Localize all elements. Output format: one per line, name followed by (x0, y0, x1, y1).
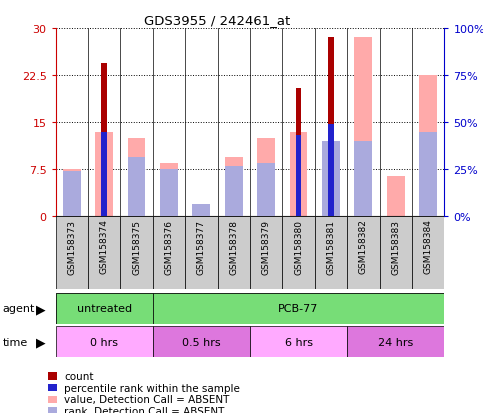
Text: GSM158381: GSM158381 (327, 219, 336, 274)
Text: time: time (2, 337, 28, 347)
Bar (419, 76, 437, 217)
Bar (347, 326, 444, 357)
Bar (217, 217, 250, 289)
Bar (412, 217, 444, 289)
Text: GSM158374: GSM158374 (99, 219, 109, 274)
Text: GSM158380: GSM158380 (294, 219, 303, 274)
Text: rank, Detection Call = ABSENT: rank, Detection Call = ABSENT (64, 406, 225, 413)
Bar (315, 217, 347, 289)
Bar (88, 217, 120, 289)
Bar (355, 142, 372, 217)
Bar (380, 217, 412, 289)
Bar (101, 132, 107, 217)
Text: 0.5 hrs: 0.5 hrs (182, 337, 221, 347)
Bar (128, 157, 145, 217)
Text: 6 hrs: 6 hrs (284, 337, 313, 347)
Text: PCB-77: PCB-77 (278, 304, 319, 314)
Bar (347, 217, 380, 289)
Bar (283, 217, 315, 289)
Text: GSM158384: GSM158384 (424, 219, 433, 274)
Text: value, Detection Call = ABSENT: value, Detection Call = ABSENT (64, 394, 229, 404)
Bar (63, 170, 81, 217)
Text: GSM158382: GSM158382 (359, 219, 368, 274)
Text: count: count (64, 371, 94, 381)
Text: 24 hrs: 24 hrs (378, 337, 413, 347)
Bar (56, 217, 88, 289)
Text: GSM158377: GSM158377 (197, 219, 206, 274)
Bar (95, 132, 113, 217)
Bar (192, 204, 210, 217)
Bar (120, 217, 153, 289)
Bar (56, 326, 153, 357)
Bar (153, 293, 444, 324)
Text: untreated: untreated (77, 304, 132, 314)
Bar (290, 132, 308, 217)
Bar (296, 135, 301, 217)
Bar (387, 176, 405, 217)
Bar (355, 38, 372, 217)
Bar (185, 217, 217, 289)
Bar (419, 132, 437, 217)
Text: percentile rank within the sample: percentile rank within the sample (64, 383, 240, 393)
Bar (250, 217, 283, 289)
Text: GSM158379: GSM158379 (262, 219, 270, 274)
Bar (322, 142, 340, 217)
Text: GSM158375: GSM158375 (132, 219, 141, 274)
Text: agent: agent (2, 304, 35, 314)
Text: GSM158378: GSM158378 (229, 219, 238, 274)
Bar (328, 125, 334, 217)
Bar (160, 164, 178, 217)
Text: GSM158376: GSM158376 (164, 219, 173, 274)
Text: 0 hrs: 0 hrs (90, 337, 118, 347)
Bar (257, 138, 275, 217)
Bar (225, 157, 242, 217)
Bar (225, 167, 242, 217)
Bar (257, 164, 275, 217)
Bar (153, 217, 185, 289)
Bar (153, 326, 250, 357)
Text: ▶: ▶ (36, 302, 46, 315)
Bar (128, 138, 145, 217)
Bar (56, 293, 153, 324)
Text: ▶: ▶ (36, 335, 46, 348)
Bar (250, 326, 347, 357)
Text: GSM158373: GSM158373 (67, 219, 76, 274)
Bar (328, 38, 334, 217)
Bar (63, 172, 81, 217)
Bar (296, 88, 301, 217)
Text: GSM158383: GSM158383 (391, 219, 400, 274)
Text: GDS3955 / 242461_at: GDS3955 / 242461_at (144, 14, 290, 27)
Bar (160, 170, 178, 217)
Bar (101, 63, 107, 217)
